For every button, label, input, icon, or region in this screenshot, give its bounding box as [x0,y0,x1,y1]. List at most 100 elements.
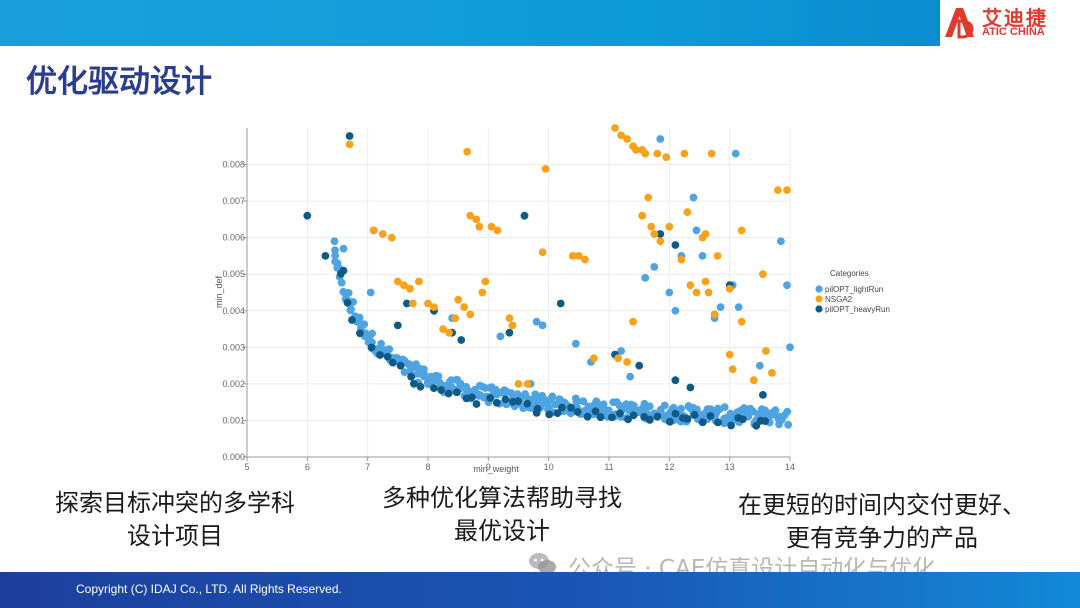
scatter-point-nsga2 [406,284,414,293]
scatter-point-pilopt-heavyrun [698,418,707,427]
scatter-point-nsga2 [647,222,656,231]
scatter-point-pilopt-lightrun [698,252,707,260]
scatter-point-nsga2 [707,149,716,158]
legend-marker-heavyrun [815,305,823,313]
scatter-point-nsga2 [725,284,734,293]
scatter-point-pilopt-lightrun [630,401,638,410]
scatter-point-pilopt-lightrun [344,289,353,297]
scatter-point-pilopt-heavyrun [573,408,582,416]
scatter-point-nsga2 [650,230,659,238]
scatter-point-pilopt-lightrun [626,372,634,381]
scatter-point-pilopt-lightrun [617,347,625,355]
logo-english-text: ATIC CHINA [982,26,1045,38]
scatter-point-pilopt-lightrun [689,193,698,202]
scatter-point-pilopt-heavyrun [690,411,699,419]
scatter-point-pilopt-heavyrun [396,361,405,370]
scatter-point-pilopt-lightrun [786,343,794,352]
scatter-point-nsga2 [541,165,550,173]
scatter-point-pilopt-lightrun [548,392,557,401]
scatter-point-pilopt-heavyrun [761,417,770,425]
caption-left-line-2: 设计项目 [127,522,223,550]
scatter-point-nsga2 [737,226,746,235]
scatter-point-pilopt-heavyrun [645,415,654,424]
scatter-point-nsga2 [632,146,640,154]
y-tick-label: 0.000 [222,452,245,462]
scatter-point-pilopt-heavyrun [583,412,592,421]
scatter-point-nsga2 [487,222,496,231]
scatter-point-nsga2 [538,248,547,257]
scatter-point-pilopt-heavyrun [553,409,562,417]
y-tick-label: 0.001 [222,415,245,425]
scatter-point-nsga2 [568,252,577,260]
y-tick-label: 0.008 [222,160,245,170]
scatter-point-pilopt-heavyrun [383,352,392,361]
scatter-point-nsga2 [611,124,619,132]
scatter-point-nsga2 [445,328,453,337]
scatter-point-pilopt-lightrun [513,390,522,399]
pareto-scatter-chart: 5 6 7 8 9 10 11 12 13 14 0.000 0.001 0.002 0.003 0.004… [214,124,890,474]
scatter-point-nsga2 [400,281,408,290]
scatter-point-nsga2 [424,299,432,308]
legend-label-heavyrun: pilOPT_heavyRun [825,305,890,314]
scatter-point-pilopt-heavyrun [666,417,674,426]
scatter-point-pilopt-lightrun [660,401,669,410]
scatter-point-pilopt-heavyrun [706,412,715,420]
scatter-point-pilopt-lightrun [677,404,685,413]
scatter-point-pilopt-lightrun [731,149,740,158]
scatter-point-pilopt-lightrun [665,288,674,297]
scatter-point-pilopt-heavyrun [430,384,438,392]
scatter-point-nsga2 [590,354,598,363]
y-tick-label: 0.004 [222,306,245,316]
scatter-point-pilopt-heavyrun [608,413,616,422]
scatter-point-nsga2 [713,252,722,260]
scatter-point-pilopt-lightrun [692,226,701,235]
scatter-point-pilopt-lightrun [355,313,364,322]
scatter-point-pilopt-lightrun [330,237,339,246]
legend-title: Categories [830,269,869,278]
scatter-point-pilopt-heavyrun [727,421,735,430]
scatter-point-nsga2 [644,193,653,202]
scatter-point-pilopt-heavyrun [596,413,605,422]
scatter-point-pilopt-lightrun [538,321,547,330]
scatter-point-nsga2 [641,149,650,158]
scatter-point-pilopt-lightrun [604,406,613,415]
scatter-point-pilopt-heavyrun [653,412,662,421]
scatter-point-pilopt-lightrun [360,320,369,329]
scatter-point-pilopt-lightrun [337,278,346,287]
scatter-point-nsga2 [662,153,671,162]
wechat-icon [529,553,556,574]
scatter-point-pilopt-heavyrun [345,132,354,140]
scatter-point-nsga2 [514,380,523,388]
scatter-point-pilopt-heavyrun [671,376,680,385]
scatter-point-pilopt-lightrun [366,288,375,297]
chart-axes: 5 6 7 8 9 10 11 12 13 14 0.000 0.001 0.002 0.003 0.004… [222,128,795,472]
scatter-point-nsga2 [409,299,417,308]
scatter-point-nsga2 [523,380,532,388]
header-bar [0,0,1080,46]
scatter-point-pilopt-heavyrun [468,393,476,402]
scatter-point-pilopt-heavyrun [523,399,532,408]
scatter-point-nsga2 [623,135,631,143]
caption-right-line-2: 更有竞争力的产品 [786,524,978,552]
scatter-point-nsga2 [478,288,487,297]
scatter-point-pilopt-lightrun [734,303,743,311]
footer-bar: Copyright (C) IDAJ Co., LTD. All Rights … [0,572,1080,608]
scatter-point-pilopt-lightrun [650,263,659,271]
scatter-point-pilopt-heavyrun [545,410,554,419]
scatter-point-pilopt-heavyrun [501,395,510,404]
legend-marker-nsga2 [815,295,823,303]
scatter-point-pilopt-heavyrun [683,415,692,423]
scatter-point-pilopt-heavyrun [738,415,747,424]
scatter-point-pilopt-heavyrun [629,411,638,420]
y-tick-label: 0.003 [222,342,245,352]
chart-points [303,124,794,430]
scatter-point-pilopt-heavyrun [505,328,514,337]
scatter-point-nsga2 [737,317,746,326]
x-tick-label: 5 [244,462,249,472]
scatter-point-pilopt-heavyrun [407,372,415,381]
logo-chinese-text: 艾迪捷 [982,6,1048,30]
scatter-point-nsga2 [505,314,514,322]
scatter-point-pilopt-heavyrun [321,252,330,260]
scatter-point-nsga2 [629,317,637,326]
scatter-point-nsga2 [466,310,475,319]
